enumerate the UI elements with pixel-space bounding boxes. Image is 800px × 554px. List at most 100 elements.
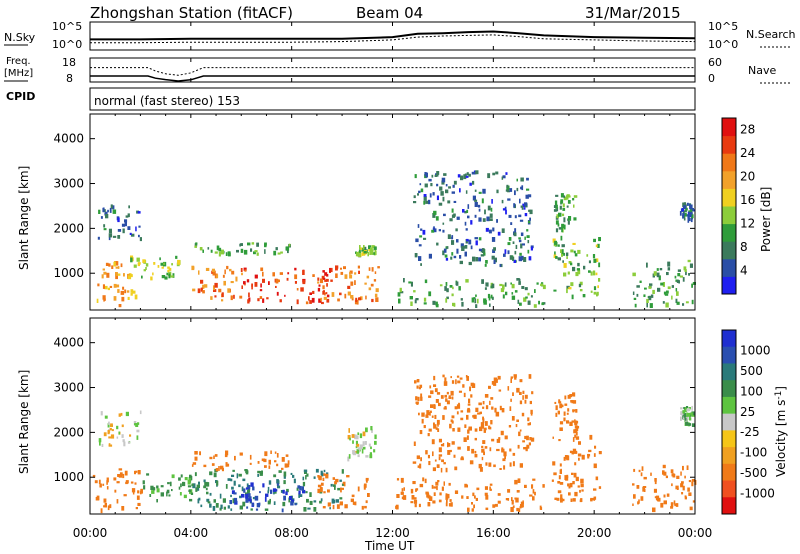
power-cell: [192, 288, 196, 292]
velocity-cell: [420, 457, 422, 462]
power-cell: [107, 287, 110, 291]
velocity-cell: [427, 494, 430, 499]
power-cell: [276, 291, 279, 296]
velocity-cell: [481, 456, 484, 461]
power-cell: [514, 190, 516, 196]
velocity-cell: [396, 494, 400, 498]
power-cell: [323, 290, 325, 293]
power-cell: [100, 216, 103, 219]
power-cell: [562, 207, 566, 211]
velocity-cell: [463, 437, 467, 442]
velocity-cell: [109, 427, 112, 431]
power-cell: [367, 251, 369, 257]
power-cell: [213, 285, 215, 291]
power-cell: [435, 173, 439, 177]
power-cell: [432, 192, 435, 196]
velocity-cell: [294, 503, 297, 506]
velocity-cell: [369, 454, 373, 459]
date-label: 31/Mar/2015: [585, 4, 681, 22]
velocity-cell: [234, 455, 236, 461]
power-cell: [130, 274, 133, 278]
velocity-cell: [433, 384, 437, 387]
power-cell: [326, 274, 329, 277]
power-cell: [491, 296, 494, 300]
power-cell: [521, 206, 524, 210]
power-cell: [305, 301, 309, 305]
power-cell: [102, 207, 105, 213]
power-cell: [161, 266, 164, 269]
velocity-cell: [257, 461, 260, 464]
power-cell: [482, 218, 486, 222]
velocity-cell: [337, 487, 341, 491]
velocity-cell: [512, 461, 515, 467]
velocity-cell: [561, 498, 565, 502]
velocity-cell: [357, 432, 360, 435]
velocity-cell: [680, 407, 683, 410]
velocity-cell: [558, 475, 561, 480]
power-cell: [492, 227, 495, 232]
velocity-cell: [680, 471, 682, 476]
power-cell: [466, 172, 469, 176]
velocity-cell: [519, 463, 523, 468]
power-cell: [464, 221, 467, 226]
velocity-cell: [318, 475, 322, 480]
velocity-cell: [687, 412, 691, 417]
power-cell: [142, 259, 146, 263]
velocity-cell: [156, 485, 159, 489]
power-cell: [244, 269, 247, 272]
velocity-cell: [444, 394, 447, 398]
power-cell: [296, 288, 299, 291]
power-cell: [312, 290, 315, 294]
velocity-cell: [632, 503, 634, 506]
power-cell: [132, 257, 134, 262]
velocity-cell: [674, 503, 677, 507]
velocity-cell: [433, 422, 435, 426]
velocity-cell: [213, 472, 217, 478]
power-cell: [692, 282, 696, 285]
velocity-cell: [442, 415, 445, 420]
velocity-cell: [644, 488, 646, 492]
velocity-cell: [108, 436, 111, 439]
velocity-cell: [434, 388, 438, 393]
power-cell: [294, 281, 297, 284]
velocity-cell: [519, 391, 522, 395]
power-cell: [399, 287, 402, 293]
velocity-cell: [435, 427, 438, 430]
power-cell: [329, 268, 331, 273]
power-cell: [347, 285, 351, 289]
velocity-cell: [332, 504, 335, 510]
power-cell: [277, 279, 280, 283]
velocity-cell: [470, 382, 474, 387]
velocity-cell: [509, 406, 512, 411]
power-cell: [424, 183, 428, 188]
velocity-cell: [264, 465, 267, 468]
power-cell: [474, 298, 477, 304]
power-cell: [441, 177, 446, 183]
velocity-cell: [459, 377, 463, 380]
power-cell: [534, 289, 536, 293]
power-cell: [558, 212, 562, 217]
power-cell: [593, 258, 597, 263]
velocity-cell: [262, 483, 265, 488]
velocity-cell: [653, 488, 657, 493]
velocity-cell: [168, 494, 171, 497]
velocity-cell: [528, 374, 532, 379]
power-cell: [507, 198, 511, 201]
power-cell: [322, 290, 325, 295]
velocity-cell: [320, 482, 324, 486]
velocity-cell: [100, 508, 103, 514]
power-cell: [415, 298, 419, 301]
velocity-cell: [198, 497, 201, 501]
power-cell: [667, 286, 671, 290]
power-cell: [356, 252, 359, 256]
power-cell: [420, 188, 424, 193]
power-cell: [516, 178, 518, 182]
power-cell: [527, 240, 530, 244]
velocity-cell: [363, 446, 366, 450]
velocity-cell: [529, 400, 532, 405]
power-cell: [447, 234, 451, 239]
power-colorbar-swatch: [722, 206, 736, 225]
velocity-cell: [435, 399, 439, 403]
velocity-cell: [270, 450, 272, 454]
velocity-cell: [348, 428, 350, 433]
